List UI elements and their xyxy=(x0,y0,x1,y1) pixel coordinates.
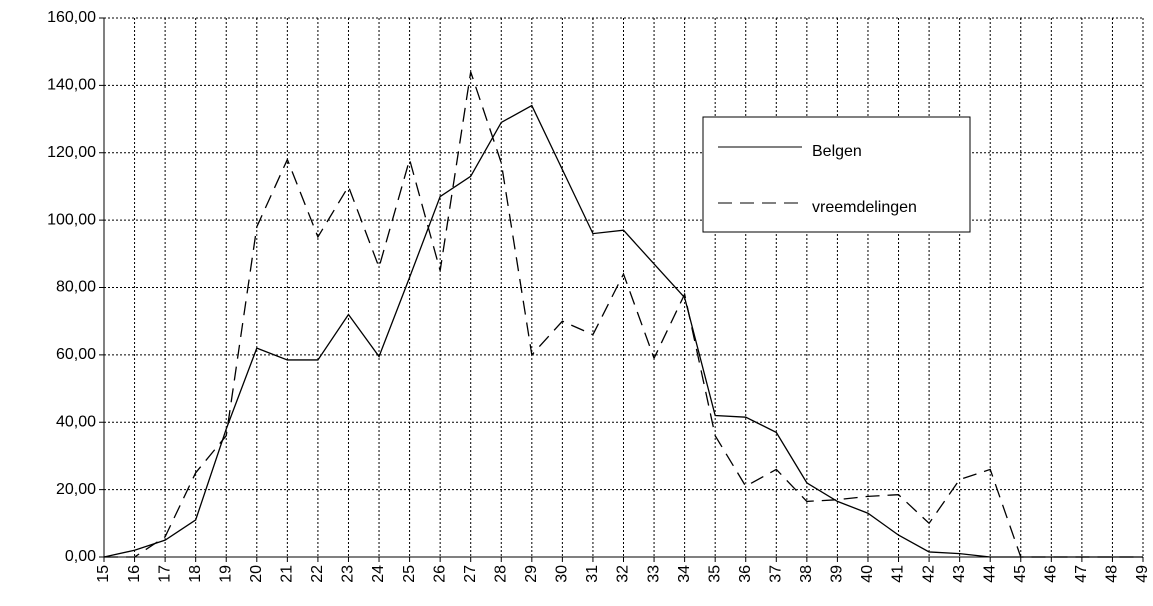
x-tick-label: 30 xyxy=(554,565,571,583)
y-tick-label: 100,00 xyxy=(47,211,96,228)
legend-box xyxy=(702,116,971,233)
x-tick-label: 23 xyxy=(340,565,357,583)
x-tick-label: 35 xyxy=(706,565,723,583)
x-tick-label: 28 xyxy=(492,565,509,583)
x-tick-label: 17 xyxy=(156,565,173,583)
x-tick-label: 48 xyxy=(1104,565,1121,583)
x-tick-label: 44 xyxy=(981,565,998,583)
series-line xyxy=(103,104,1143,558)
x-tick-label: 34 xyxy=(676,565,693,583)
x-tick-label: 47 xyxy=(1073,565,1090,583)
x-tick-label: 29 xyxy=(523,565,540,583)
x-tick-label: 24 xyxy=(370,565,387,583)
x-tick-label: 27 xyxy=(462,565,479,583)
x-tick-label: 19 xyxy=(217,565,234,583)
x-tick-label: 41 xyxy=(890,565,907,583)
x-tick-label: 16 xyxy=(126,565,143,583)
x-tick-label: 26 xyxy=(431,565,448,583)
legend-label: Belgen xyxy=(812,143,862,160)
x-tick-label: 32 xyxy=(615,565,632,583)
x-tick-label: 22 xyxy=(309,565,326,583)
series-line xyxy=(104,71,1143,558)
y-tick-label: 160,00 xyxy=(47,9,96,26)
x-tick-label: 45 xyxy=(1012,565,1029,583)
y-tick-label: 40,00 xyxy=(56,413,96,430)
x-tick-label: 43 xyxy=(951,565,968,583)
y-tick-label: 120,00 xyxy=(47,144,96,161)
legend-label: vreemdelingen xyxy=(812,199,917,216)
x-tick-label: 25 xyxy=(401,565,418,583)
x-tick-label: 31 xyxy=(584,565,601,583)
x-tick-label: 33 xyxy=(645,565,662,583)
x-tick-label: 38 xyxy=(798,565,815,583)
y-tick-label: 60,00 xyxy=(56,346,96,363)
x-tick-label: 40 xyxy=(859,565,876,583)
y-tick-label: 140,00 xyxy=(47,77,96,94)
x-tick-label: 46 xyxy=(1043,565,1060,583)
x-tick-label: 20 xyxy=(248,565,265,583)
x-tick-label: 37 xyxy=(768,565,785,583)
x-tick-label: 49 xyxy=(1134,565,1151,583)
y-tick-label: 80,00 xyxy=(56,279,96,296)
x-tick-label: 39 xyxy=(829,565,846,583)
x-tick-label: 36 xyxy=(737,565,754,583)
x-tick-label: 18 xyxy=(187,565,204,583)
x-tick-label: 21 xyxy=(279,565,296,583)
y-tick-label: 20,00 xyxy=(56,481,96,498)
y-tick-label: 0,00 xyxy=(65,548,96,565)
x-tick-label: 15 xyxy=(95,565,112,583)
x-tick-label: 42 xyxy=(920,565,937,583)
